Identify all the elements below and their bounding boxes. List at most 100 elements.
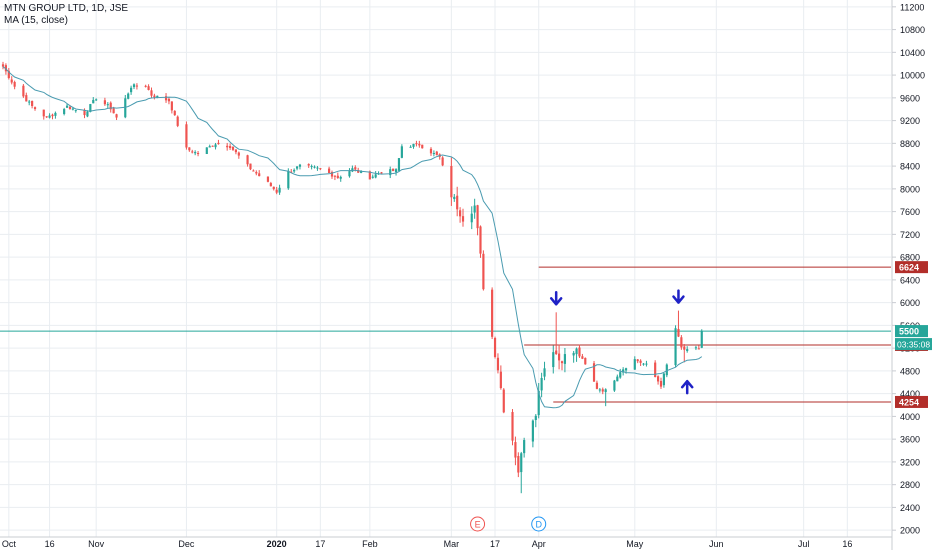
- countdown-bg: [895, 338, 932, 351]
- candle-body: [95, 99, 98, 101]
- candle-body: [167, 98, 171, 102]
- price-tick-label[interactable]: 10000: [900, 71, 925, 81]
- time-tick-label[interactable]: May: [626, 539, 644, 549]
- candle-body: [517, 456, 520, 473]
- candle-body: [368, 171, 371, 180]
- candle-body: [409, 146, 412, 148]
- candle-body: [1, 64, 5, 67]
- candle-body: [476, 205, 479, 229]
- price-tick-label[interactable]: 4400: [900, 389, 920, 399]
- level-price-tag[interactable]: 6624: [895, 261, 928, 274]
- time-tick-label[interactable]: Feb: [362, 539, 378, 549]
- candle-body: [537, 390, 540, 416]
- event-marker[interactable]: E: [470, 516, 486, 532]
- arrow-down-icon[interactable]: [549, 291, 563, 306]
- candle-body: [418, 143, 421, 146]
- candle-body: [298, 164, 302, 167]
- time-tick-label[interactable]: Jul: [798, 539, 810, 549]
- time-tick-label[interactable]: 17: [490, 539, 500, 549]
- candle-body: [249, 163, 252, 170]
- level-price-tag-text: 4254: [899, 397, 919, 407]
- time-tick-label[interactable]: 17: [315, 539, 325, 549]
- candle-body: [290, 171, 293, 173]
- candle-body: [13, 81, 16, 87]
- event-circle[interactable]: [470, 516, 486, 532]
- candlesticks: [1, 61, 703, 494]
- candle-body: [380, 172, 383, 174]
- candle-body: [499, 371, 502, 389]
- candle-body: [71, 108, 74, 110]
- candle-body: [645, 363, 648, 365]
- price-tick-label[interactable]: 9600: [900, 93, 920, 103]
- price-tick-label[interactable]: 8800: [900, 139, 920, 149]
- time-tick-label[interactable]: 16: [842, 539, 852, 549]
- indicator-label[interactable]: MA (15, close): [4, 15, 68, 26]
- time-tick-label[interactable]: Oct: [2, 539, 17, 549]
- time-tick-label[interactable]: 16: [45, 539, 55, 549]
- arrow-down-icon[interactable]: [672, 289, 685, 304]
- price-tick-label[interactable]: 8000: [900, 184, 920, 194]
- time-tick-label[interactable]: Apr: [532, 539, 546, 549]
- candle-body: [441, 157, 444, 166]
- symbol-title[interactable]: MTN GROUP LTD, 1D, JSE: [4, 3, 129, 14]
- candle-body: [514, 442, 517, 458]
- price-tick-label[interactable]: 11200: [900, 2, 924, 12]
- price-tick-label[interactable]: 8400: [900, 162, 920, 172]
- price-tick-label[interactable]: 2400: [900, 503, 920, 513]
- candle-body: [622, 369, 625, 373]
- time-tick-label[interactable]: Jun: [709, 539, 724, 549]
- horizontal-levels[interactable]: [0, 266, 891, 403]
- price-tick-label[interactable]: 4800: [900, 366, 920, 376]
- time-tick-label[interactable]: Dec: [178, 539, 195, 549]
- event-marker[interactable]: D: [531, 516, 547, 532]
- candle-body: [659, 380, 663, 387]
- candle-body: [534, 415, 537, 421]
- candle-body: [662, 373, 665, 386]
- candle-body: [156, 95, 159, 98]
- candle-body: [584, 357, 587, 365]
- price-tick-label[interactable]: 2800: [900, 480, 920, 490]
- candle-body: [456, 195, 459, 210]
- time-tick-label[interactable]: Mar: [444, 539, 460, 549]
- event-label: D: [535, 520, 542, 530]
- candle-body: [613, 380, 616, 391]
- candle-body: [540, 377, 543, 391]
- price-tick-label[interactable]: 2000: [900, 526, 920, 536]
- price-tick-label[interactable]: 4000: [900, 412, 920, 422]
- last-price-tag[interactable]: 5500: [895, 325, 928, 338]
- price-tick-label[interactable]: 9200: [900, 116, 920, 126]
- price-tick-label[interactable]: 3600: [900, 435, 920, 445]
- candle-body: [153, 95, 156, 98]
- price-tick-label[interactable]: 3200: [900, 457, 920, 467]
- price-tick-label[interactable]: 6000: [900, 298, 920, 308]
- event-circle[interactable]: [531, 516, 547, 532]
- price-tick-label[interactable]: 10800: [900, 25, 925, 35]
- candle-body: [275, 189, 278, 193]
- candle-body: [293, 169, 296, 172]
- time-tick-label[interactable]: 2020: [267, 539, 287, 549]
- level-price-tag[interactable]: 4254: [895, 395, 928, 408]
- candle-body: [450, 165, 453, 198]
- price-tick-label[interactable]: 6800: [900, 253, 920, 263]
- candle-body: [211, 145, 214, 147]
- price-tick-label[interactable]: 10400: [900, 48, 925, 58]
- price-tick-label[interactable]: 7600: [900, 207, 920, 217]
- price-tick-label[interactable]: 6400: [900, 275, 920, 285]
- time-tick-label[interactable]: Nov: [88, 539, 105, 549]
- annotation-arrows[interactable]: [549, 289, 694, 395]
- candle-body: [28, 101, 31, 103]
- candle-body: [473, 205, 476, 213]
- candle-body: [63, 109, 66, 114]
- candle-body: [677, 328, 680, 337]
- arrow-up-icon[interactable]: [680, 379, 694, 395]
- candle-body: [674, 328, 677, 366]
- candle-body: [92, 99, 95, 104]
- countdown-tag[interactable]: 03:35:08: [895, 338, 932, 351]
- price-tick-label[interactable]: 7200: [900, 230, 920, 240]
- candle-body: [581, 356, 584, 359]
- candle-body: [654, 362, 657, 378]
